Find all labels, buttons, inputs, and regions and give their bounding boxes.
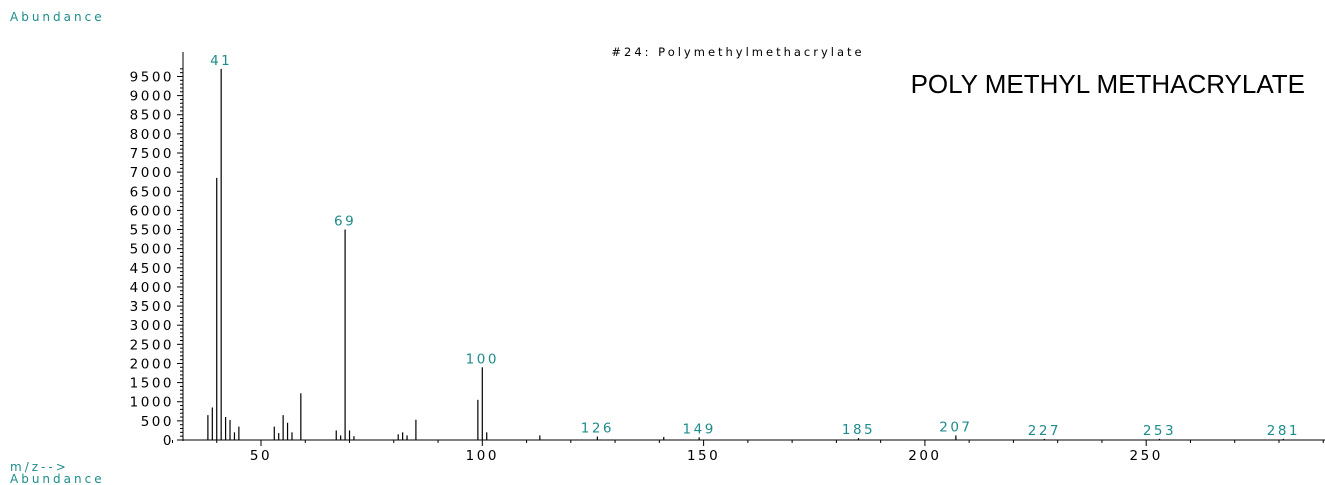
x-tick-label: 100 bbox=[466, 448, 499, 464]
chart-title: #24: Polymethylmethacrylate bbox=[611, 45, 864, 59]
peak-label: 253 bbox=[1143, 423, 1176, 439]
x-axis-label: m/z--> bbox=[10, 460, 69, 474]
x-tick-label: 150 bbox=[687, 448, 720, 464]
peak-label: 185 bbox=[842, 422, 875, 438]
y-tick-label: 7500 bbox=[130, 146, 174, 162]
peak-label: 281 bbox=[1267, 423, 1300, 439]
x-tick-label: 50 bbox=[250, 448, 272, 464]
peak-label: 69 bbox=[334, 214, 356, 230]
y-tick-label: 500 bbox=[141, 414, 174, 430]
spectrum-annotation: POLY METHYL METHACRYLATE bbox=[911, 69, 1305, 99]
y-tick-label: 6000 bbox=[130, 203, 174, 219]
spectrum-peaks bbox=[207, 68, 1285, 440]
y-tick-label: 1000 bbox=[130, 395, 174, 411]
y-tick-label: 8500 bbox=[130, 108, 174, 124]
y-tick-label: 9000 bbox=[130, 89, 174, 105]
peak-label: 126 bbox=[581, 421, 614, 437]
peak-label: 227 bbox=[1028, 423, 1061, 439]
y-tick-label: 0 bbox=[163, 433, 174, 449]
y-tick-label: 3500 bbox=[130, 299, 174, 315]
y-tick-label: 2000 bbox=[130, 356, 174, 372]
peak-label: 149 bbox=[683, 421, 716, 437]
y-tick-label: 6500 bbox=[130, 184, 174, 200]
y-tick-label: 1500 bbox=[130, 376, 174, 392]
peak-label: 41 bbox=[210, 53, 232, 69]
y-tick-label: 5500 bbox=[130, 223, 174, 239]
y-tick-label: 4000 bbox=[130, 280, 174, 296]
y-tick-label: 2500 bbox=[130, 337, 174, 353]
x-tick-label: 200 bbox=[908, 448, 941, 464]
top-y-axis-label: Abundance bbox=[10, 10, 105, 24]
y-axis: 0 500 1000 1500 2000 2500 3000 3500 4000 4500 5000… bbox=[130, 52, 184, 449]
y-tick-label: 9500 bbox=[130, 69, 174, 85]
y-tick-label: 8000 bbox=[130, 127, 174, 143]
peak-labels: 4169100126149185207227253281309331369404… bbox=[210, 53, 1300, 439]
peak-label: 207 bbox=[939, 419, 972, 435]
y-tick-label: 5000 bbox=[130, 242, 174, 258]
x-axis: 50100150200250300350400450 bbox=[171, 439, 1325, 464]
y-tick-label: 3000 bbox=[130, 318, 174, 334]
bottom-y-axis-label: Abundance bbox=[10, 472, 105, 485]
y-tick-label: 7000 bbox=[130, 165, 174, 181]
x-tick-label: 250 bbox=[1130, 448, 1163, 464]
peak-label: 100 bbox=[466, 351, 499, 367]
y-tick-label: 4500 bbox=[130, 261, 174, 277]
